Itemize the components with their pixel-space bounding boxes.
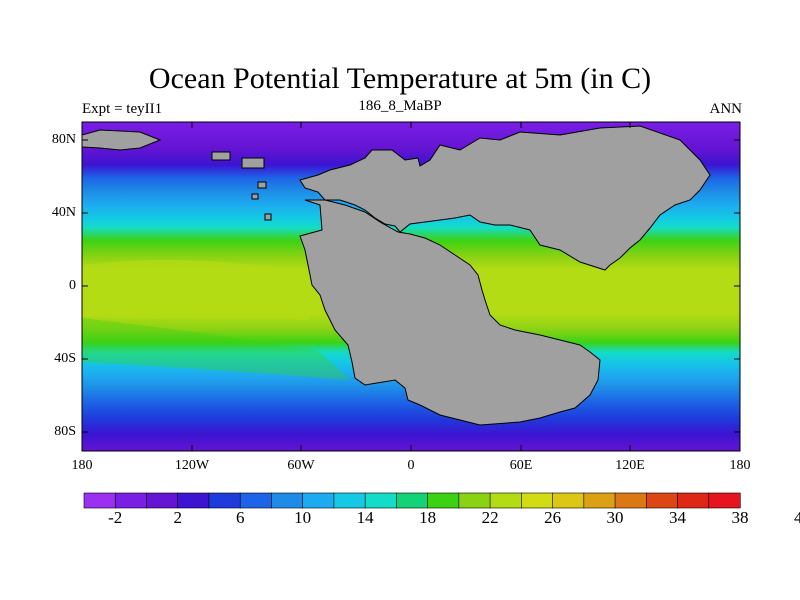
colorbar-swatch (645, 492, 679, 509)
colorbar-label: 26 (544, 508, 562, 527)
island (241, 157, 265, 169)
colorbar-swatch (427, 492, 460, 509)
colorbar-label: 22 (481, 508, 499, 527)
colorbar-swatch (552, 492, 585, 509)
landmass-arctic (82, 129, 162, 151)
lat-label-80n: 80N (51, 132, 76, 147)
colorbar-swatch (177, 492, 210, 509)
island (251, 193, 259, 200)
colorbar-label: 34 (669, 508, 687, 527)
island (257, 181, 267, 189)
warm-pool-contour (82, 260, 310, 320)
colorbar (83, 492, 741, 509)
season-label: ANN (709, 101, 743, 117)
lat-ticks (82, 139, 740, 433)
landmass-laurasia (299, 125, 711, 271)
landmass-gondwana (299, 199, 601, 426)
colorbar-swatch (146, 492, 179, 509)
colorbar-label: 38 (731, 508, 749, 527)
lat-label-40n: 40N (51, 205, 76, 220)
colorbar-swatch (677, 492, 710, 509)
lat-label-40s: 40S (54, 351, 76, 366)
colorbar-swatch (333, 492, 366, 509)
colorbar-swatch (521, 492, 554, 509)
colorbar-swatch (239, 492, 273, 509)
lon-label-60e: 60E (509, 458, 533, 473)
island (264, 213, 272, 221)
colorbar-swatch (614, 492, 647, 509)
colorbar-label: 6 (235, 508, 245, 527)
lat-label-80s: 80S (54, 424, 76, 439)
colorbar-swatch (302, 492, 335, 509)
colorbar-label: 14 (356, 508, 374, 527)
lon-label-180e: 180 (729, 458, 751, 473)
colorbar-label: -2 (108, 508, 123, 527)
colorbar-swatch (114, 492, 148, 509)
lon-label-120e: 120E (615, 458, 645, 473)
lon-label-0: 0 (407, 458, 415, 473)
plot-title: Ocean Potential Temperature at 5m (in C) (148, 62, 652, 95)
lon-label-60w: 60W (287, 458, 315, 473)
colorbar-swatch (458, 492, 491, 509)
colorbar-swatch (364, 492, 397, 509)
lon-ticks (81, 122, 741, 451)
colorbar-label: 18 (419, 508, 437, 527)
colorbar-swatch (708, 492, 741, 509)
colorbar-label: 42 (793, 508, 800, 527)
colorbar-swatch (83, 492, 116, 509)
colorbar-swatch (583, 492, 616, 509)
colorbar-swatch (396, 492, 429, 509)
age-label: 186_8_MaBP (358, 98, 442, 114)
lon-label-120w: 120W (174, 458, 210, 473)
experiment-label: Expt = teyII1 (82, 101, 163, 117)
colorbar-swatch (271, 492, 304, 509)
colorbar-swatch (208, 492, 241, 509)
colorbar-label: 2 (173, 508, 182, 527)
colorbar-label: 30 (606, 508, 624, 527)
lat-label-0: 0 (69, 278, 76, 293)
island (211, 151, 231, 161)
colorbar-swatch (489, 492, 522, 509)
colorbar-label: 10 (294, 508, 312, 527)
cool-tongue-contour (82, 318, 350, 380)
lon-label-180w: 180 (71, 458, 93, 473)
